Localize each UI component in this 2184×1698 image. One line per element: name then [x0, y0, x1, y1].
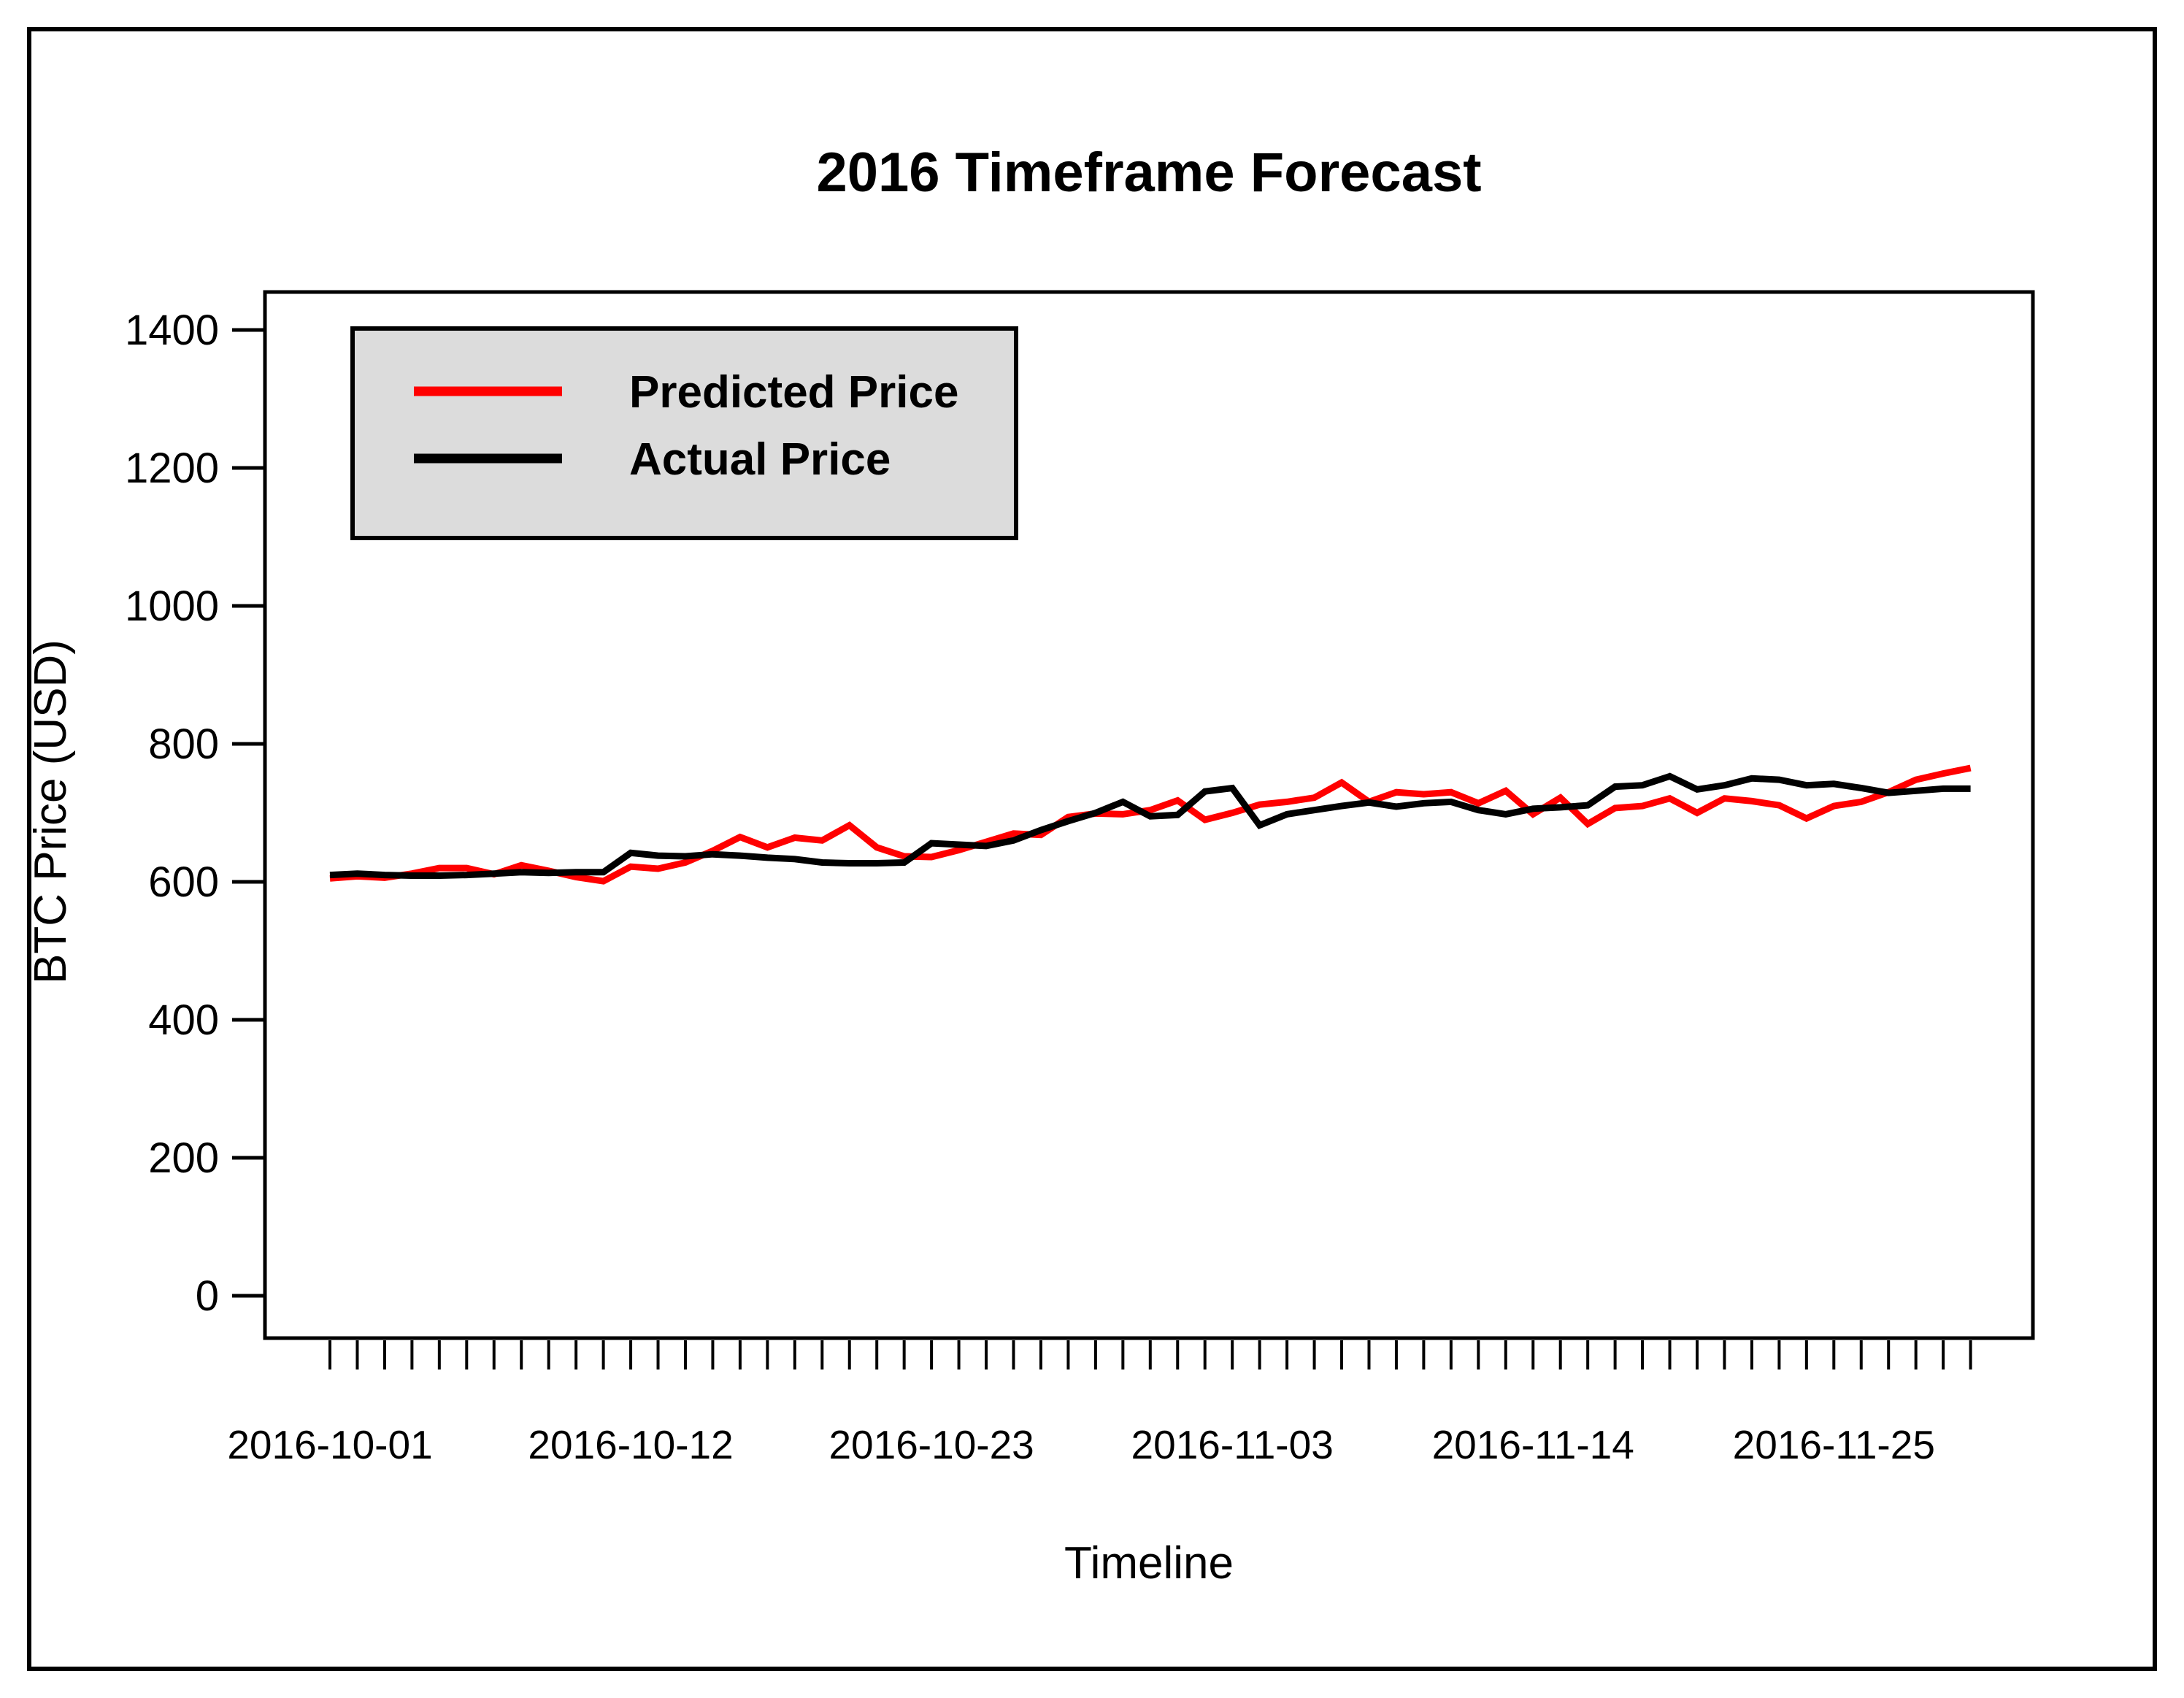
x-axis-ticks [328, 1340, 1972, 1369]
legend: Predicted Price Actual Price [350, 326, 1018, 540]
x-tick-label: 2016-10-12 [528, 1422, 733, 1467]
x-tick-label: 2016-10-23 [828, 1422, 1034, 1467]
series-lines [329, 764, 1972, 885]
legend-label-actual: Actual Price [629, 434, 891, 485]
chart-title: 2016 Timeframe Forecast [816, 142, 1481, 204]
y-tick-label: 1200 [125, 445, 219, 492]
y-tick-label: 200 [148, 1134, 219, 1182]
y-tick-label: 400 [148, 996, 219, 1044]
x-tick-label: 2016-11-25 [1733, 1422, 1935, 1467]
y-axis-title: BTC Price (USD) [26, 639, 76, 984]
legend-label-predicted: Predicted Price [629, 367, 958, 418]
y-tick-label: 800 [148, 721, 219, 768]
y-tick-label: 0 [196, 1272, 219, 1320]
x-axis-labels: 2016-10-01 2016-10-12 2016-10-23 2016-11-03… [227, 1422, 1935, 1467]
outer-border [27, 27, 2157, 1671]
y-axis-ticks: 0 200 400 600 800 1000 1200 1400 [125, 307, 265, 1320]
plot-box [263, 290, 2035, 1340]
x-tick-label: 2016-11-14 [1432, 1422, 1634, 1467]
x-axis-title: Timeline [1064, 1538, 1234, 1588]
y-tick-label: 1400 [125, 307, 219, 354]
x-tick-label: 2016-11-03 [1131, 1422, 1334, 1467]
y-tick-label: 600 [148, 858, 219, 906]
series-line-predicted-price [329, 764, 1972, 885]
x-tick-label: 2016-10-01 [227, 1422, 432, 1467]
y-tick-label: 1000 [125, 583, 219, 630]
series-line-actual-price [329, 772, 1971, 879]
legend-box [350, 326, 1018, 540]
